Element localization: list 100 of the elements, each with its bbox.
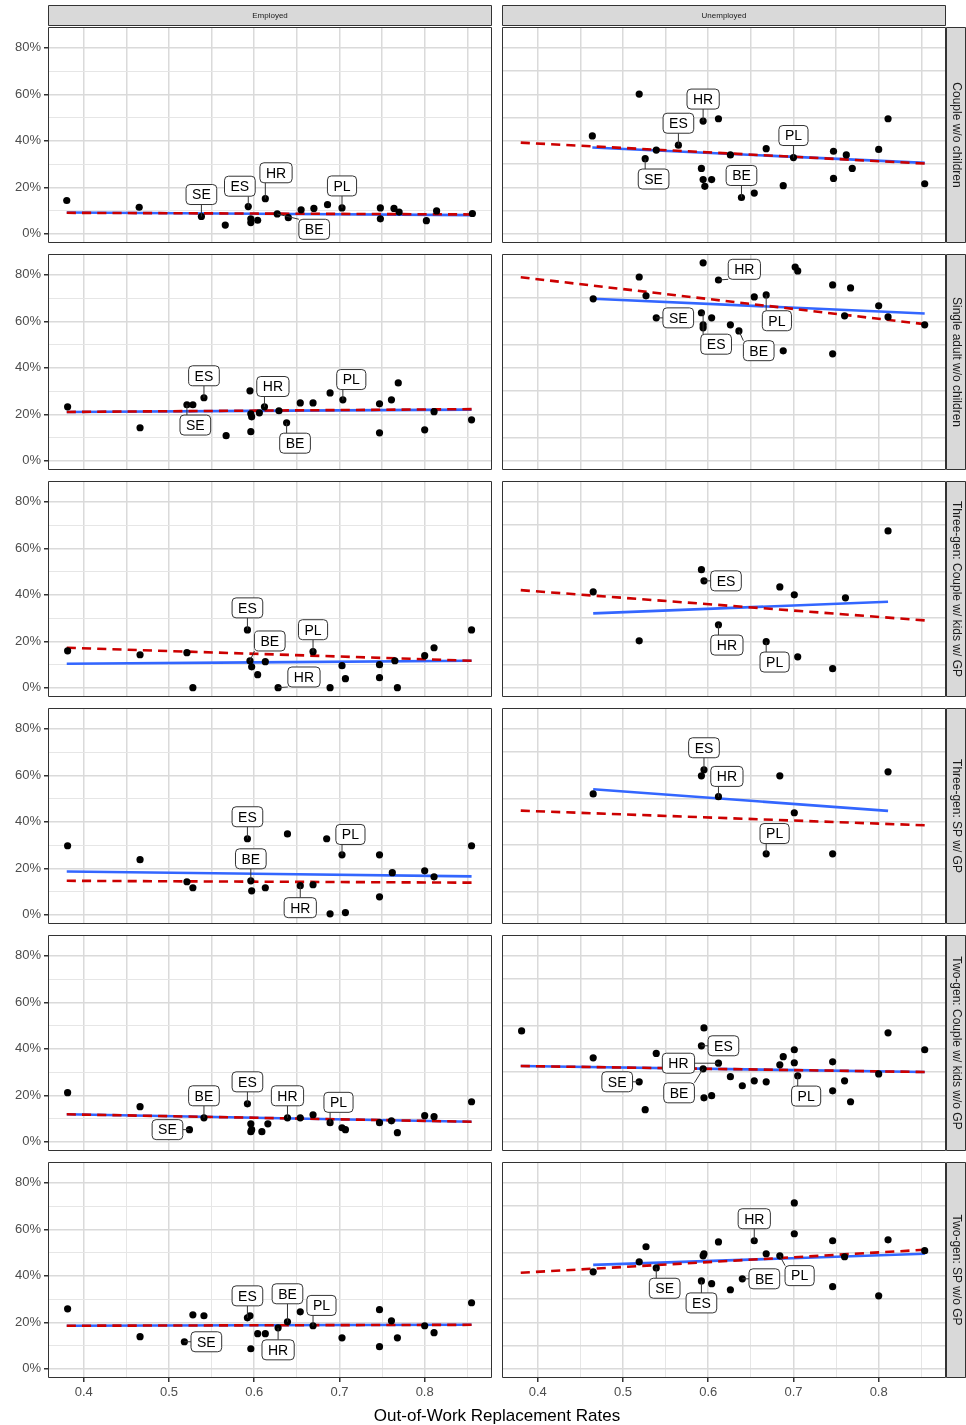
x-axis-title: Out-of-Work Replacement Rates (372, 1406, 622, 1425)
annotation: HR (290, 899, 311, 916)
annotation: PL (304, 621, 322, 638)
x-tick-label: 0.5 (613, 1384, 633, 1400)
annotation: PL (312, 1297, 331, 1314)
annotation: ES (716, 572, 736, 589)
annotation: PL (791, 1267, 809, 1284)
y2-axis-title: Two-gen: Couple w/ kids w/o GP (949, 956, 964, 1130)
annotation: ES (230, 178, 250, 195)
y2-axis-title: Single adult w/o children (949, 296, 964, 428)
annotation: SE (668, 309, 688, 326)
annotation: BE (732, 167, 751, 184)
annotation: HR (716, 768, 737, 785)
annotation: HR (293, 668, 315, 685)
annotation: BE (241, 850, 261, 867)
x-tick-label: 0.4 (528, 1384, 547, 1400)
y-tick-label: 60% (14, 766, 42, 782)
annotation: ES (694, 739, 714, 756)
y-tick-label: 40% (14, 132, 42, 148)
annotation: ES (669, 115, 688, 132)
annotation: PL (784, 127, 803, 144)
y-tick-label: 60% (14, 993, 42, 1009)
y-tick-label: 60% (14, 85, 42, 101)
y-tick-label: 40% (14, 1267, 42, 1283)
annotation: ES (238, 599, 257, 616)
y-tick-label: 40% (14, 586, 42, 602)
annotation: BE (194, 1087, 214, 1104)
y2-axis-title: Three-gen: Couple w/ kids w/ GP (949, 500, 964, 678)
annotation: ES (238, 1073, 257, 1090)
y-tick-label: 20% (14, 859, 42, 875)
annotation: ES (706, 336, 726, 353)
y-tick-label: 0% (22, 1133, 42, 1149)
annotation: SE (158, 1121, 177, 1138)
y-tick-label: 80% (14, 266, 42, 282)
y-tick-label: 80% (14, 1174, 42, 1190)
y-tick-label: 0% (22, 679, 42, 695)
y2-axis-title: Two-gen: SP w/o GP (949, 1214, 964, 1326)
annotation: BE (278, 1285, 297, 1302)
annotation: SE (644, 170, 663, 187)
annotation: HR (734, 261, 755, 278)
y-tick-label: 80% (14, 947, 42, 963)
y-tick-label: 80% (14, 493, 42, 509)
annotation: HR (668, 1055, 689, 1072)
annotation: SE (192, 186, 211, 203)
y-tick-label: 0% (22, 225, 42, 241)
annotation: HR (267, 1341, 289, 1358)
annotation: HR (716, 636, 737, 653)
annotation: HR (693, 90, 714, 107)
annotation: PL (342, 371, 361, 388)
annotation: PL (329, 1094, 348, 1111)
y-tick-label: 0% (22, 452, 42, 468)
x-tick-label: 0.6 (699, 1384, 718, 1400)
x-tick-label: 0.6 (245, 1384, 264, 1400)
annotation: HR (744, 1210, 765, 1227)
chart-title: Unemployed (701, 11, 747, 21)
annotation: BE (669, 1084, 689, 1101)
annotation: SE (655, 1280, 675, 1297)
y2-axis-title: Three-gen: SP w/ GP (949, 759, 964, 873)
annotation: HR (277, 1087, 298, 1104)
x-tick-label: 0.7 (330, 1384, 349, 1400)
annotation: PL (766, 825, 784, 842)
annotation: PL (341, 826, 360, 843)
y-tick-label: 20% (14, 405, 42, 421)
x-tick-label: 0.7 (784, 1384, 803, 1400)
annotation: ES (194, 367, 214, 384)
annotation: BE (754, 1270, 774, 1287)
y-tick-label: 80% (14, 720, 42, 736)
y-tick-label: 60% (14, 1220, 42, 1236)
annotation: BE (285, 435, 305, 452)
annotation: SE (197, 1333, 216, 1350)
annotation: BE (304, 221, 324, 238)
y-tick-label: 80% (14, 39, 42, 55)
annotation: PL (333, 177, 351, 194)
y-tick-label: 20% (14, 178, 42, 194)
y-tick-label: 20% (14, 1086, 42, 1102)
annotation: SE (185, 416, 205, 433)
y-tick-label: 60% (14, 539, 42, 555)
y-tick-label: 20% (14, 1313, 42, 1329)
annotation: BE (260, 632, 280, 649)
y2-axis-title: Couple w/o children (949, 82, 964, 188)
y-tick-label: 40% (14, 813, 42, 829)
x-tick-label: 0.8 (869, 1384, 888, 1400)
y-tick-label: 0% (22, 1360, 42, 1376)
annotation: BE (749, 342, 769, 359)
annotation: PL (797, 1087, 815, 1104)
annotation: HR (262, 378, 283, 395)
chart-title: Employed (252, 11, 288, 21)
annotation: ES (714, 1037, 733, 1054)
annotation: ES (238, 1287, 257, 1304)
annotation: ES (692, 1294, 711, 1311)
annotation: SE (607, 1073, 627, 1090)
y-tick-label: 40% (14, 1040, 42, 1056)
y-tick-label: 0% (22, 906, 42, 922)
annotation: PL (768, 312, 786, 329)
y-tick-label: 20% (14, 632, 42, 648)
y-tick-label: 60% (14, 312, 42, 328)
annotation: ES (238, 808, 257, 825)
x-tick-label: 0.4 (74, 1384, 93, 1400)
x-tick-label: 0.5 (159, 1384, 179, 1400)
annotation: PL (766, 653, 784, 670)
